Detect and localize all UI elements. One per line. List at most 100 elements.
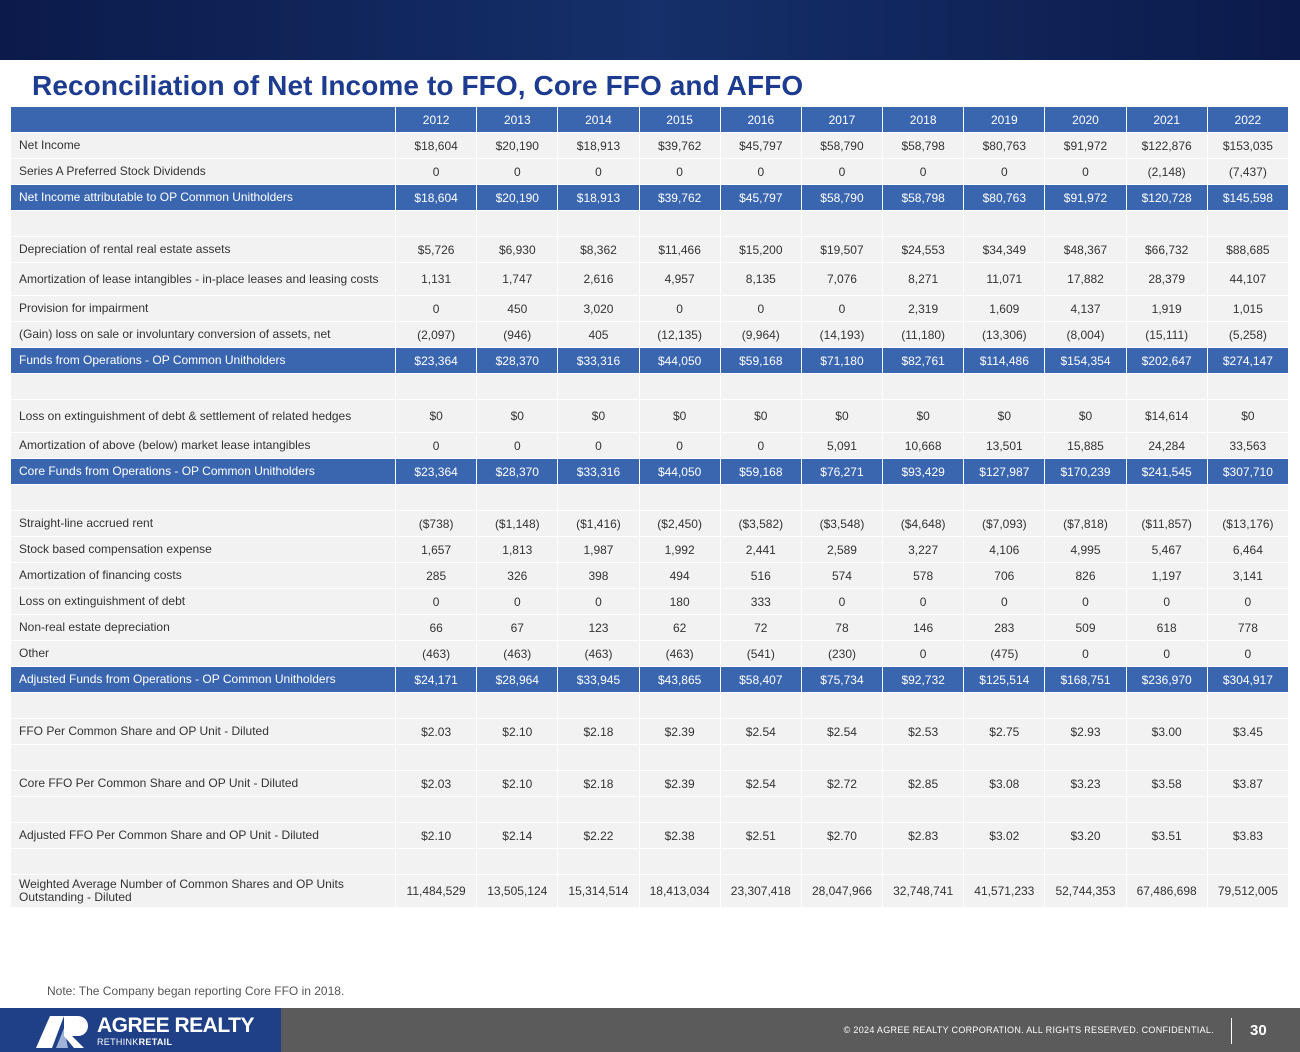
value-cell: ($13,176) <box>1207 511 1289 537</box>
footer-bar: AGREE REALTY RETHINKRETAIL © 2024 AGREE … <box>0 1008 1300 1052</box>
value-cell <box>883 211 965 237</box>
value-cell: $59,168 <box>720 348 802 374</box>
value-cell: ($738) <box>396 511 478 537</box>
value-cell: 6,464 <box>1207 537 1289 563</box>
value-cell: 15,314,514 <box>558 875 640 908</box>
value-cell: 826 <box>1045 563 1127 589</box>
value-cell: 1,015 <box>1207 296 1289 322</box>
value-cell: $91,972 <box>1045 133 1127 159</box>
value-cell <box>1207 374 1289 400</box>
value-cell: 2,441 <box>720 537 802 563</box>
value-cell: $3.02 <box>964 823 1046 849</box>
value-cell <box>1045 797 1127 823</box>
value-cell: $3.58 <box>1126 771 1208 797</box>
value-cell <box>639 374 721 400</box>
row-label: Depreciation of rental real estate asset… <box>11 237 397 263</box>
value-cell: $20,190 <box>477 185 559 211</box>
value-cell <box>720 849 802 875</box>
value-cell: $2.54 <box>720 719 802 745</box>
row-label: Provision for impairment <box>11 296 397 322</box>
value-cell: 66 <box>396 615 478 641</box>
top-header-band <box>0 0 1300 60</box>
value-cell <box>883 849 965 875</box>
spacer-row <box>11 693 1289 719</box>
row-label: Straight-line accrued rent <box>11 511 397 537</box>
page-title: Reconciliation of Net Income to FFO, Cor… <box>32 70 804 101</box>
value-cell: (13,306) <box>964 322 1046 348</box>
value-cell <box>396 485 478 511</box>
value-cell <box>883 797 965 823</box>
value-cell <box>558 211 640 237</box>
value-cell: 0 <box>720 159 802 185</box>
value-cell: (11,180) <box>883 322 965 348</box>
value-cell <box>1126 693 1208 719</box>
value-cell: (463) <box>396 641 478 667</box>
value-cell: $58,790 <box>801 133 884 159</box>
value-cell: 1,197 <box>1126 563 1208 589</box>
value-cell: 72 <box>720 615 802 641</box>
value-cell: $28,370 <box>477 459 559 485</box>
footer-divider <box>1231 1018 1232 1044</box>
value-cell: $3.08 <box>964 771 1046 797</box>
value-cell: $170,239 <box>1045 459 1127 485</box>
table-row: Core FFO Per Common Share and OP Unit - … <box>11 771 1289 797</box>
value-cell: $34,349 <box>964 237 1046 263</box>
value-cell <box>1045 485 1127 511</box>
value-cell: $24,171 <box>396 667 478 693</box>
value-cell: $66,732 <box>1126 237 1208 263</box>
value-cell <box>639 797 721 823</box>
table-body: Net Income $18,604 $20,190 $18,913 $39,762 $4… <box>11 133 1289 908</box>
table-header-row: 2012 2013 2014 2015 2016 2017 2018 2019 … <box>11 107 1289 133</box>
value-cell <box>1126 797 1208 823</box>
value-cell: $80,763 <box>964 133 1046 159</box>
value-cell: $8,362 <box>558 237 640 263</box>
row-label <box>11 374 397 400</box>
value-cell: (946) <box>477 322 559 348</box>
value-cell <box>801 693 884 719</box>
value-cell <box>639 849 721 875</box>
value-cell: $76,271 <box>801 459 884 485</box>
value-cell: 123 <box>558 615 640 641</box>
value-cell: 0 <box>558 433 640 459</box>
value-cell: 33,563 <box>1207 433 1289 459</box>
value-cell: (5,258) <box>1207 322 1289 348</box>
year-header: 2013 <box>477 107 559 133</box>
value-cell: $3.23 <box>1045 771 1127 797</box>
value-cell <box>720 374 802 400</box>
table-row: FFO Per Common Share and OP Unit - Dilut… <box>11 719 1289 745</box>
value-cell: $236,970 <box>1126 667 1208 693</box>
value-cell: 1,609 <box>964 296 1046 322</box>
value-cell: 79,512,005 <box>1207 875 1289 908</box>
value-cell: 1,747 <box>477 263 559 296</box>
table-row: Loss on extinguishment of debt 0 0 0 180 333 0… <box>11 589 1289 615</box>
value-cell: 0 <box>720 433 802 459</box>
value-cell <box>720 693 802 719</box>
value-cell: $2.93 <box>1045 719 1127 745</box>
value-cell: 13,505,124 <box>477 875 559 908</box>
value-cell <box>801 485 884 511</box>
row-label: Non-real estate depreciation <box>11 615 397 641</box>
year-header: 2014 <box>558 107 640 133</box>
row-label: Amortization of financing costs <box>11 563 397 589</box>
value-cell: 0 <box>558 589 640 615</box>
value-cell: $45,797 <box>720 185 802 211</box>
value-cell: $127,987 <box>964 459 1046 485</box>
value-cell: 28,047,966 <box>801 875 884 908</box>
value-cell: ($2,450) <box>639 511 721 537</box>
row-label: Adjusted FFO Per Common Share and OP Uni… <box>11 823 397 849</box>
value-cell: 398 <box>558 563 640 589</box>
value-cell: $2.39 <box>639 719 721 745</box>
value-cell: ($3,582) <box>720 511 802 537</box>
value-cell: 0 <box>396 296 478 322</box>
value-cell: 516 <box>720 563 802 589</box>
value-cell: (15,111) <box>1126 322 1208 348</box>
value-cell: 5,091 <box>801 433 884 459</box>
value-cell <box>964 745 1046 771</box>
value-cell <box>1126 211 1208 237</box>
value-cell: $44,050 <box>639 348 721 374</box>
value-cell: 4,137 <box>1045 296 1127 322</box>
value-cell: 509 <box>1045 615 1127 641</box>
value-cell: $2.18 <box>558 719 640 745</box>
value-cell: $18,913 <box>558 133 640 159</box>
value-cell: 283 <box>964 615 1046 641</box>
